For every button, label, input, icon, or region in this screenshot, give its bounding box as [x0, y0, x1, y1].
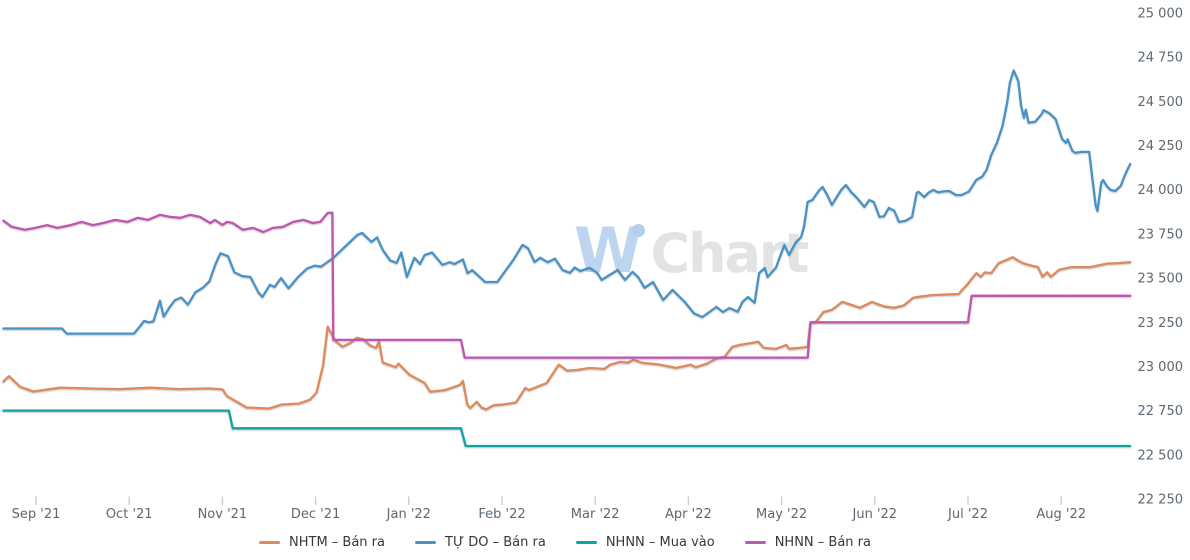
y-axis-label: 23 750 — [1138, 227, 1184, 242]
y-axis-label: 23 250 — [1138, 316, 1184, 331]
legend-swatch-icon — [744, 541, 766, 544]
x-axis-label: Aug '22 — [1036, 507, 1086, 522]
x-axis-label: Apr '22 — [665, 507, 712, 522]
legend-swatch-icon — [575, 541, 597, 544]
y-axis-label: 24 500 — [1138, 95, 1184, 110]
y-axis-label: 22 500 — [1138, 448, 1184, 463]
y-axis-label: 24 750 — [1138, 51, 1184, 66]
y-axis-label: 24 000 — [1138, 183, 1184, 198]
watermark-chart-text: Chart — [650, 222, 809, 285]
legend-label: TỰ DO – Bán ra — [445, 535, 546, 550]
x-axis-label: Jul '22 — [947, 507, 988, 522]
y-axis-label: 24 250 — [1138, 139, 1184, 154]
wichart-watermark: W Chart — [574, 214, 809, 287]
series-line-nhtm-ban-ra — [2, 256, 1132, 411]
series-line-nhnn-ban-ra — [2, 211, 1132, 359]
legend-item-nhtm-ban-ra[interactable]: NHTM – Bán ra — [259, 535, 385, 550]
watermark-i-dot-icon — [632, 224, 645, 237]
x-axis-label: Feb '22 — [478, 507, 525, 522]
series-line-nhnn-mua-vao — [2, 409, 1132, 448]
legend-label: NHNN – Bán ra — [774, 535, 871, 550]
legend-swatch-icon — [415, 541, 436, 544]
legend: NHTM – Bán ra TỰ DO – Bán ra NHNN – Mua và… — [0, 535, 1130, 550]
y-axis-label: 23 000 — [1138, 360, 1184, 375]
y-axis-label: 22 750 — [1138, 404, 1184, 419]
y-axis-label: 22 250 — [1138, 493, 1184, 508]
x-axis-label: May '22 — [756, 507, 807, 522]
legend-item-nhnn-ban-ra[interactable]: NHNN – Bán ra — [744, 535, 871, 550]
x-axis-label: Mar '22 — [571, 507, 620, 522]
legend-swatch-icon — [259, 541, 280, 544]
x-axis-label: Sep '21 — [12, 507, 61, 522]
y-axis-label: 23 500 — [1138, 272, 1184, 287]
x-axis-label: Jun '22 — [852, 507, 898, 522]
legend-label: NHTM – Bán ra — [289, 535, 385, 550]
series-line-tu-do-ban-ra — [2, 69, 1132, 335]
x-axis-label: Jan '22 — [386, 507, 431, 522]
legend-label: NHNN – Mua vào — [605, 535, 715, 550]
legend-item-tu-do-ban-ra[interactable]: TỰ DO – Bán ra — [415, 535, 546, 550]
legend-item-nhnn-mua-vao[interactable]: NHNN – Mua vào — [575, 535, 715, 550]
x-axis-label: Dec '21 — [291, 507, 340, 522]
y-axis-label: 25 000 — [1138, 7, 1184, 22]
x-axis-label: Nov '21 — [198, 507, 248, 522]
x-axis-label: Oct '21 — [106, 507, 153, 522]
